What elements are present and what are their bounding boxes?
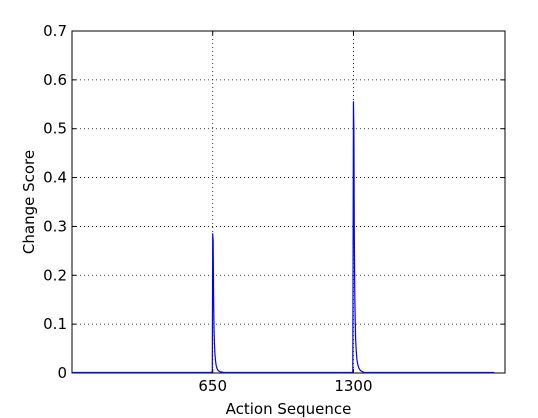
series-layer <box>72 101 495 374</box>
y-tick-label: 0.1 <box>43 315 67 333</box>
y-tick-label: 0.3 <box>43 217 67 235</box>
grid <box>72 31 505 373</box>
y-tick-label: 0.7 <box>43 22 67 40</box>
y-tick-label: 0.2 <box>43 266 67 284</box>
x-axis-label: Action Sequence <box>226 400 352 418</box>
plot-area <box>71 30 506 374</box>
ticks: 0 0.1 0.2 0.3 0.4 0.5 0.6 0.7 650 1300 <box>43 22 505 395</box>
x-tick-label: 650 <box>198 377 227 395</box>
y-tick-label: 0 <box>57 364 67 382</box>
x-tick-label: 1300 <box>334 377 372 395</box>
y-tick-label: 0.5 <box>43 120 67 138</box>
y-tick-label: 0.6 <box>43 71 67 89</box>
y-tick-label: 0.4 <box>43 169 67 187</box>
y-axis-label: Change Score <box>20 150 38 254</box>
series-line <box>72 101 495 374</box>
